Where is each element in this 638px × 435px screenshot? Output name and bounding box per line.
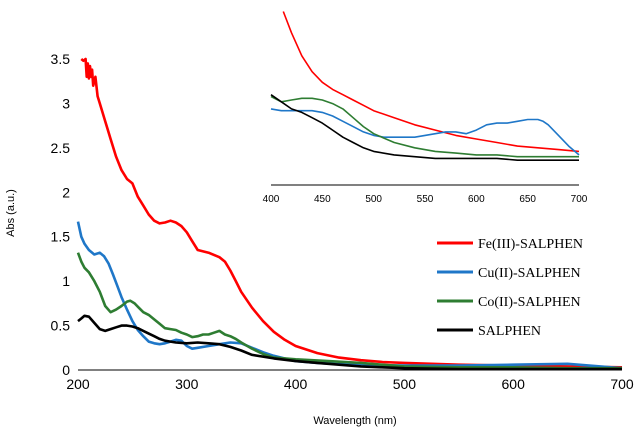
inset-plot: 400 450 500 550 600 650 700 bbox=[263, 11, 588, 205]
x-tick-labels: 200 300 400 500 600 700 bbox=[66, 376, 634, 392]
series-line-cu-ii-salphen bbox=[76, 221, 623, 370]
main-series-lines bbox=[76, 57, 623, 371]
inset-series-lines bbox=[270, 11, 580, 161]
inset-x-tick-label: 700 bbox=[571, 194, 588, 205]
y-tick-label: 0 bbox=[62, 362, 70, 378]
legend: Fe(III)-SALPHEN Cu(II)-SALPHEN Co(II)-SALP… bbox=[437, 237, 583, 339]
y-tick-label: 0.5 bbox=[51, 318, 71, 334]
legend-label-salphen: SALPHEN bbox=[478, 324, 541, 339]
y-tick-label: 3 bbox=[62, 95, 70, 111]
x-tick-label: 400 bbox=[284, 376, 308, 392]
y-tick-label: 3.5 bbox=[51, 51, 71, 67]
inset-x-tick-label: 550 bbox=[417, 194, 434, 205]
y-tick-label: 1.5 bbox=[51, 229, 71, 245]
y-tick-label: 1 bbox=[62, 273, 70, 289]
inset-x-tick-label: 500 bbox=[365, 194, 382, 205]
x-tick-label: 300 bbox=[175, 376, 199, 392]
inset-x-tick-label: 650 bbox=[519, 194, 536, 205]
x-tick-label: 200 bbox=[66, 376, 90, 392]
x-tick-label: 700 bbox=[610, 376, 634, 392]
series-line-salphen bbox=[77, 314, 622, 371]
legend-label-fe-iii-salphen: Fe(III)-SALPHEN bbox=[478, 237, 583, 252]
legend-label-cu-ii-salphen: Cu(II)-SALPHEN bbox=[478, 266, 581, 281]
inset-x-tick-label: 400 bbox=[263, 194, 280, 205]
x-tick-label: 600 bbox=[502, 376, 526, 392]
legend-label-co-ii-salphen: Co(II)-SALPHEN bbox=[478, 295, 581, 310]
y-axis-label: Abs (a.u.) bbox=[5, 189, 17, 237]
inset-x-tick-labels: 400 450 500 550 600 650 700 bbox=[263, 194, 588, 205]
y-tick-label: 2 bbox=[62, 184, 70, 200]
series-line-fe-iii-salphen bbox=[80, 57, 623, 369]
inset-x-tick-label: 450 bbox=[314, 194, 331, 205]
y-tick-labels: 0 0.5 1 1.5 2 2.5 3 3.5 bbox=[51, 51, 71, 378]
inset-x-tick-label: 600 bbox=[468, 194, 485, 205]
y-tick-label: 2.5 bbox=[51, 140, 71, 156]
x-tick-label: 500 bbox=[393, 376, 417, 392]
inset-series-line-salphen bbox=[270, 94, 579, 161]
main-plot: 200 300 400 500 600 700 0 0.5 1 1.5 2 2.5 3 3.5 Wave… bbox=[5, 51, 634, 427]
inset-series-line-co-ii-salphen bbox=[270, 95, 579, 158]
x-axis-label: Wavelength (nm) bbox=[313, 415, 396, 427]
inset-series-line-cu-ii-salphen bbox=[270, 108, 580, 156]
series-line-co-ii-salphen bbox=[76, 252, 622, 370]
inset-series-line-fe-iii-salphen bbox=[282, 11, 580, 153]
